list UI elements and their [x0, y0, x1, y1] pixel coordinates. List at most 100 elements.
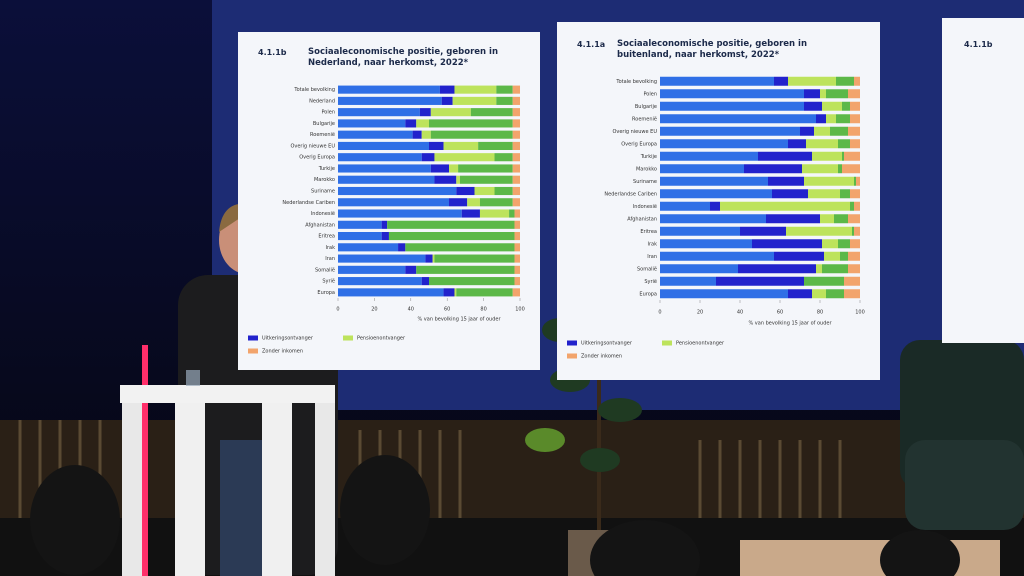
category-label: Overig Europa [621, 141, 657, 147]
bar-segment [826, 289, 844, 299]
bar-segment [338, 108, 420, 117]
bar-segment [848, 214, 860, 224]
x-tick-label: 20 [371, 307, 377, 313]
bar-segment [430, 108, 471, 117]
x-tick-label: 100 [855, 310, 865, 316]
bar-segment [338, 164, 431, 173]
bar-segment [470, 108, 513, 117]
bar-segment [850, 239, 860, 249]
bar-segment [512, 108, 520, 117]
legend-swatch [248, 335, 258, 341]
bar-segment [338, 277, 422, 286]
bar-segment [850, 139, 860, 149]
bar-segment [381, 231, 389, 241]
bar-segment [388, 231, 515, 241]
bar-segment [842, 151, 844, 161]
bar-segment [720, 201, 850, 211]
bar-segment [405, 243, 515, 252]
bar-segment [338, 85, 440, 94]
category-label: Totale bevolking [293, 87, 335, 93]
bar-segment [804, 89, 820, 99]
bar-segment [848, 251, 860, 261]
bar-segment [854, 201, 860, 211]
bar-segment [710, 201, 720, 211]
bar-segment [512, 85, 520, 94]
category-label: Europa [639, 291, 657, 297]
bar-segment [716, 276, 804, 286]
bar-segment [850, 114, 860, 124]
slide-number: 4.1.1b [964, 40, 993, 49]
slide-title: Sociaaleconomische positie, geboren in b… [617, 39, 808, 60]
category-label: Indonesië [633, 204, 657, 210]
bar-segment [660, 289, 788, 299]
bar-segment [514, 231, 520, 241]
bar-segment [479, 209, 510, 218]
category-label: Europa [317, 290, 335, 296]
category-label: Bulgarije [635, 104, 657, 110]
bar-segment [842, 101, 850, 111]
bar-segment [496, 85, 513, 94]
category-label: Marokko [314, 177, 335, 183]
bar-segment [806, 139, 838, 149]
bar-segment [430, 164, 450, 173]
bar-segment [338, 175, 435, 184]
slide-number: 4.1.1a [577, 40, 606, 49]
bar-segment [479, 198, 513, 207]
x-tick-label: 20 [697, 310, 703, 316]
audience [30, 455, 960, 576]
bar-segment [660, 101, 804, 111]
bar-segment [848, 89, 860, 99]
category-label: Afghanistan [305, 222, 335, 228]
bar-segment [822, 264, 848, 274]
bar-segment [421, 130, 431, 139]
category-label: Eritrea [318, 234, 335, 240]
bar-segment [844, 289, 860, 299]
category-label: Totale bevolking [615, 79, 657, 85]
bar-segment [660, 126, 800, 136]
bar-segment [429, 277, 515, 286]
legend-swatch [567, 353, 577, 359]
bar-segment [387, 220, 515, 229]
bar-segment [338, 265, 406, 274]
slide-number: 4.1.1b [258, 48, 287, 57]
bar-segment [512, 198, 520, 207]
bar-segment [449, 164, 459, 173]
bar-segment [338, 243, 399, 252]
category-label: Overig nieuwe EU [612, 129, 657, 135]
slide: 4.1.1a Sociaaleconomische positie, gebor… [557, 22, 880, 380]
category-label: Iran [647, 254, 657, 260]
bar-segment [416, 119, 429, 128]
bar-segment [429, 119, 513, 128]
category-label: Irak [326, 245, 336, 251]
category-label: Roemenië [310, 132, 335, 138]
bar-segment [514, 265, 520, 274]
bar-segment [338, 209, 462, 218]
bar-segment [854, 76, 860, 86]
bar-segment [429, 141, 444, 151]
legend-label: Pensioenontvanger [357, 336, 406, 342]
bar-segment [461, 209, 480, 218]
bar-segment [812, 289, 826, 299]
slide-title: Sociaaleconomische positie, geboren in N… [308, 47, 499, 68]
bar-segment [338, 141, 429, 151]
bar-segment [660, 276, 716, 286]
bar-segment [338, 220, 382, 229]
bar-segment [512, 130, 520, 139]
bar-segment [738, 264, 816, 274]
category-label: Roemenië [632, 116, 657, 122]
bar-segment [850, 201, 854, 211]
bar-segment [338, 153, 422, 162]
chair [900, 340, 1024, 530]
x-tick-label: 60 [444, 307, 450, 313]
category-label: Syrië [322, 279, 335, 285]
legend-swatch [343, 335, 353, 341]
bar-segment [514, 220, 520, 229]
category-label: Iran [325, 256, 335, 262]
legend-label: Zonder inkomen [581, 354, 622, 360]
back-wall [0, 420, 1024, 520]
bar-segment [514, 209, 520, 218]
bar-segment [405, 265, 417, 274]
category-label: Somalië [315, 267, 335, 273]
chart: 0 20 40 60 80 100 % van bevolking 15 jaar of o… [248, 85, 525, 355]
bar-segment [514, 277, 520, 286]
